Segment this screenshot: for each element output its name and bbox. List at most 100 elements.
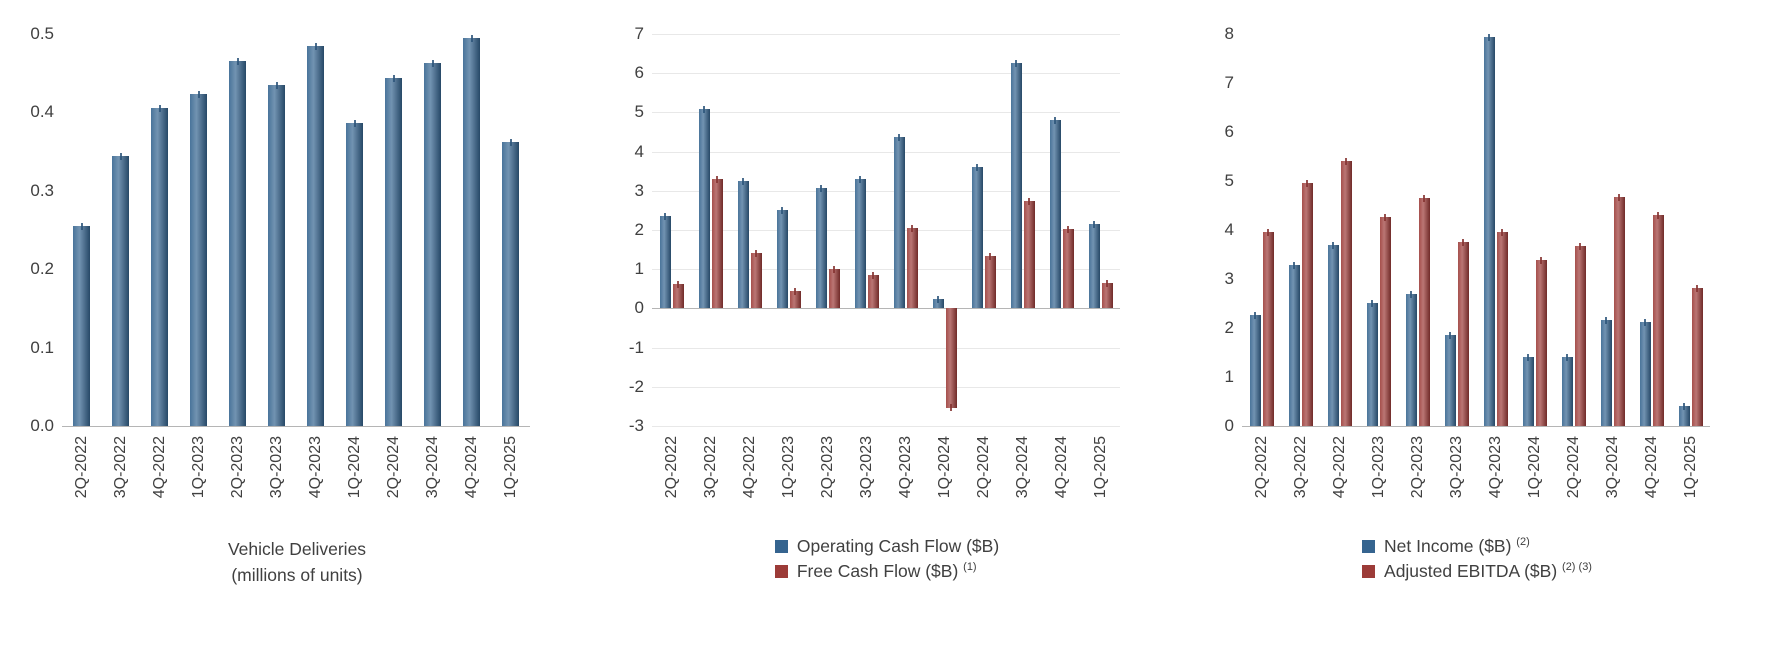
x-axis-label: 2Q-2024 <box>974 436 992 499</box>
legend-item-free-cash-flow: Free Cash Flow ($B) (1) <box>774 561 999 582</box>
bar <box>971 167 983 309</box>
bar-cap <box>833 265 835 273</box>
bar-cap <box>275 81 278 89</box>
bar-cap <box>937 295 939 303</box>
bar-cap <box>1410 290 1412 298</box>
bar <box>750 252 762 309</box>
zero-axis-line <box>652 308 1120 310</box>
bar <box>463 37 480 426</box>
y-tick-label: 4 <box>634 141 644 161</box>
adjusted-ebitda-label: Adjusted EBITDA ($B) (2) (3) <box>1384 561 1592 581</box>
adjusted-ebitda-swatch <box>1362 565 1376 578</box>
gridline <box>652 269 1120 271</box>
net-income-ebitda-x-axis: 2Q-2022 3Q-2022 4Q-2022 1Q-2023 2Q-2023 3Q-20… <box>1242 430 1710 532</box>
cash-flow-legend: Operating Cash Flow ($B) Free Cash Flow … <box>602 536 1172 582</box>
y-tick-label: 7 <box>1224 73 1234 92</box>
bar <box>789 291 801 309</box>
bar-cap <box>664 213 666 221</box>
chart-vehicle-deliveries: 2Q-2022 3Q-2022 4Q-2022 1Q-2023 2Q-2023 3Q-20… <box>12 12 582 589</box>
x-axis-label: 2Q-2024 <box>384 436 402 499</box>
bar-cap <box>1527 354 1529 362</box>
bar-cap <box>1371 300 1373 307</box>
bar-cap <box>1462 238 1464 246</box>
bar <box>867 275 879 309</box>
bar <box>1444 335 1456 426</box>
bar-cap <box>989 252 991 260</box>
x-axis-label: 2Q-2022 <box>1252 436 1270 499</box>
y-tick-label: 0 <box>634 298 644 318</box>
legend-item-adjusted-ebitda: Adjusted EBITDA ($B) (2) (3) <box>1362 561 1592 582</box>
y-tick-label: 1 <box>1224 367 1234 386</box>
bar <box>1288 264 1300 426</box>
free-cash-flow-label: Free Cash Flow ($B) (1) <box>796 561 977 581</box>
operating-cash-flow-swatch <box>774 540 788 553</box>
bar-cap <box>197 91 200 99</box>
bar-cap <box>1015 60 1017 68</box>
legend-item-operating-cash-flow: Operating Cash Flow ($B) <box>774 536 999 557</box>
chart-cash-flow: 2Q-2022 3Q-2022 4Q-2022 1Q-2023 2Q-2023 3Q-20… <box>602 12 1172 589</box>
gridline <box>652 426 1120 427</box>
bar-cap <box>898 134 900 142</box>
x-axis-label: 4Q-2022 <box>1330 436 1348 499</box>
bar <box>229 60 246 426</box>
bar-cap <box>1267 229 1269 237</box>
bar-cap <box>794 288 796 296</box>
gridline <box>652 151 1120 153</box>
bar <box>854 179 866 309</box>
bar-cap <box>755 249 757 257</box>
bar <box>906 227 918 309</box>
bar <box>502 142 519 426</box>
x-axis-label: 1Q-2025 <box>1681 436 1699 499</box>
bar <box>346 122 363 426</box>
x-axis-label: 3Q-2024 <box>1603 436 1621 499</box>
bar-cap <box>872 272 874 280</box>
x-axis-label: 2Q-2023 <box>228 436 246 499</box>
bar-cap <box>976 164 978 172</box>
x-axis-label: 4Q-2022 <box>150 436 168 499</box>
bar <box>815 188 827 309</box>
x-axis-label: 4Q-2023 <box>306 436 324 499</box>
bar-cap <box>392 74 395 82</box>
net-income-ebitda-legend: Net Income ($B) (2) Adjusted EBITDA ($B)… <box>1192 536 1762 582</box>
x-axis-label: 1Q-2023 <box>1369 436 1387 499</box>
zero-axis-line <box>62 426 530 427</box>
x-axis-label: 3Q-2023 <box>267 436 285 499</box>
bar <box>1088 223 1100 309</box>
bar-cap <box>703 106 705 114</box>
x-axis-label: 4Q-2023 <box>1486 436 1504 499</box>
x-axis-label: 2Q-2023 <box>818 436 836 499</box>
bar-cap <box>314 42 317 50</box>
bar-cap <box>781 207 783 214</box>
x-axis-label: 4Q-2022 <box>740 436 758 499</box>
bar-cap <box>1566 354 1568 362</box>
bar-cap <box>1306 180 1308 188</box>
bar-cap <box>1540 257 1542 265</box>
y-tick-label: 0 <box>1224 416 1234 435</box>
x-axis-label: 4Q-2024 <box>462 436 480 499</box>
gridline <box>652 73 1120 75</box>
bar-cap <box>1093 220 1095 228</box>
y-tick-label: 5 <box>1224 171 1234 190</box>
bar-cap <box>1332 242 1334 250</box>
bar <box>307 45 324 426</box>
bar-cap <box>470 34 473 42</box>
bar-cap <box>509 139 512 147</box>
net-income-label: Net Income ($B) (2) <box>1384 536 1530 556</box>
bar <box>1405 293 1417 426</box>
bar <box>1639 321 1651 426</box>
bar <box>1496 232 1508 426</box>
y-tick-label: 3 <box>634 180 644 200</box>
bar <box>893 137 905 309</box>
free-cash-flow-swatch <box>774 565 788 578</box>
bar-cap <box>1423 195 1425 203</box>
bar <box>1249 315 1261 426</box>
bar-cap <box>859 176 861 184</box>
cash-flow-x-axis: 2Q-2022 3Q-2022 4Q-2022 1Q-2023 2Q-2023 3Q-20… <box>652 430 1120 532</box>
bar-cap <box>950 403 952 411</box>
bar-cap <box>677 281 679 289</box>
x-axis-label: 2Q-2022 <box>662 436 680 499</box>
bar <box>672 284 684 309</box>
y-tick-label: 2 <box>634 220 644 239</box>
x-axis-label: 3Q-2024 <box>423 436 441 499</box>
bar <box>1379 216 1391 426</box>
